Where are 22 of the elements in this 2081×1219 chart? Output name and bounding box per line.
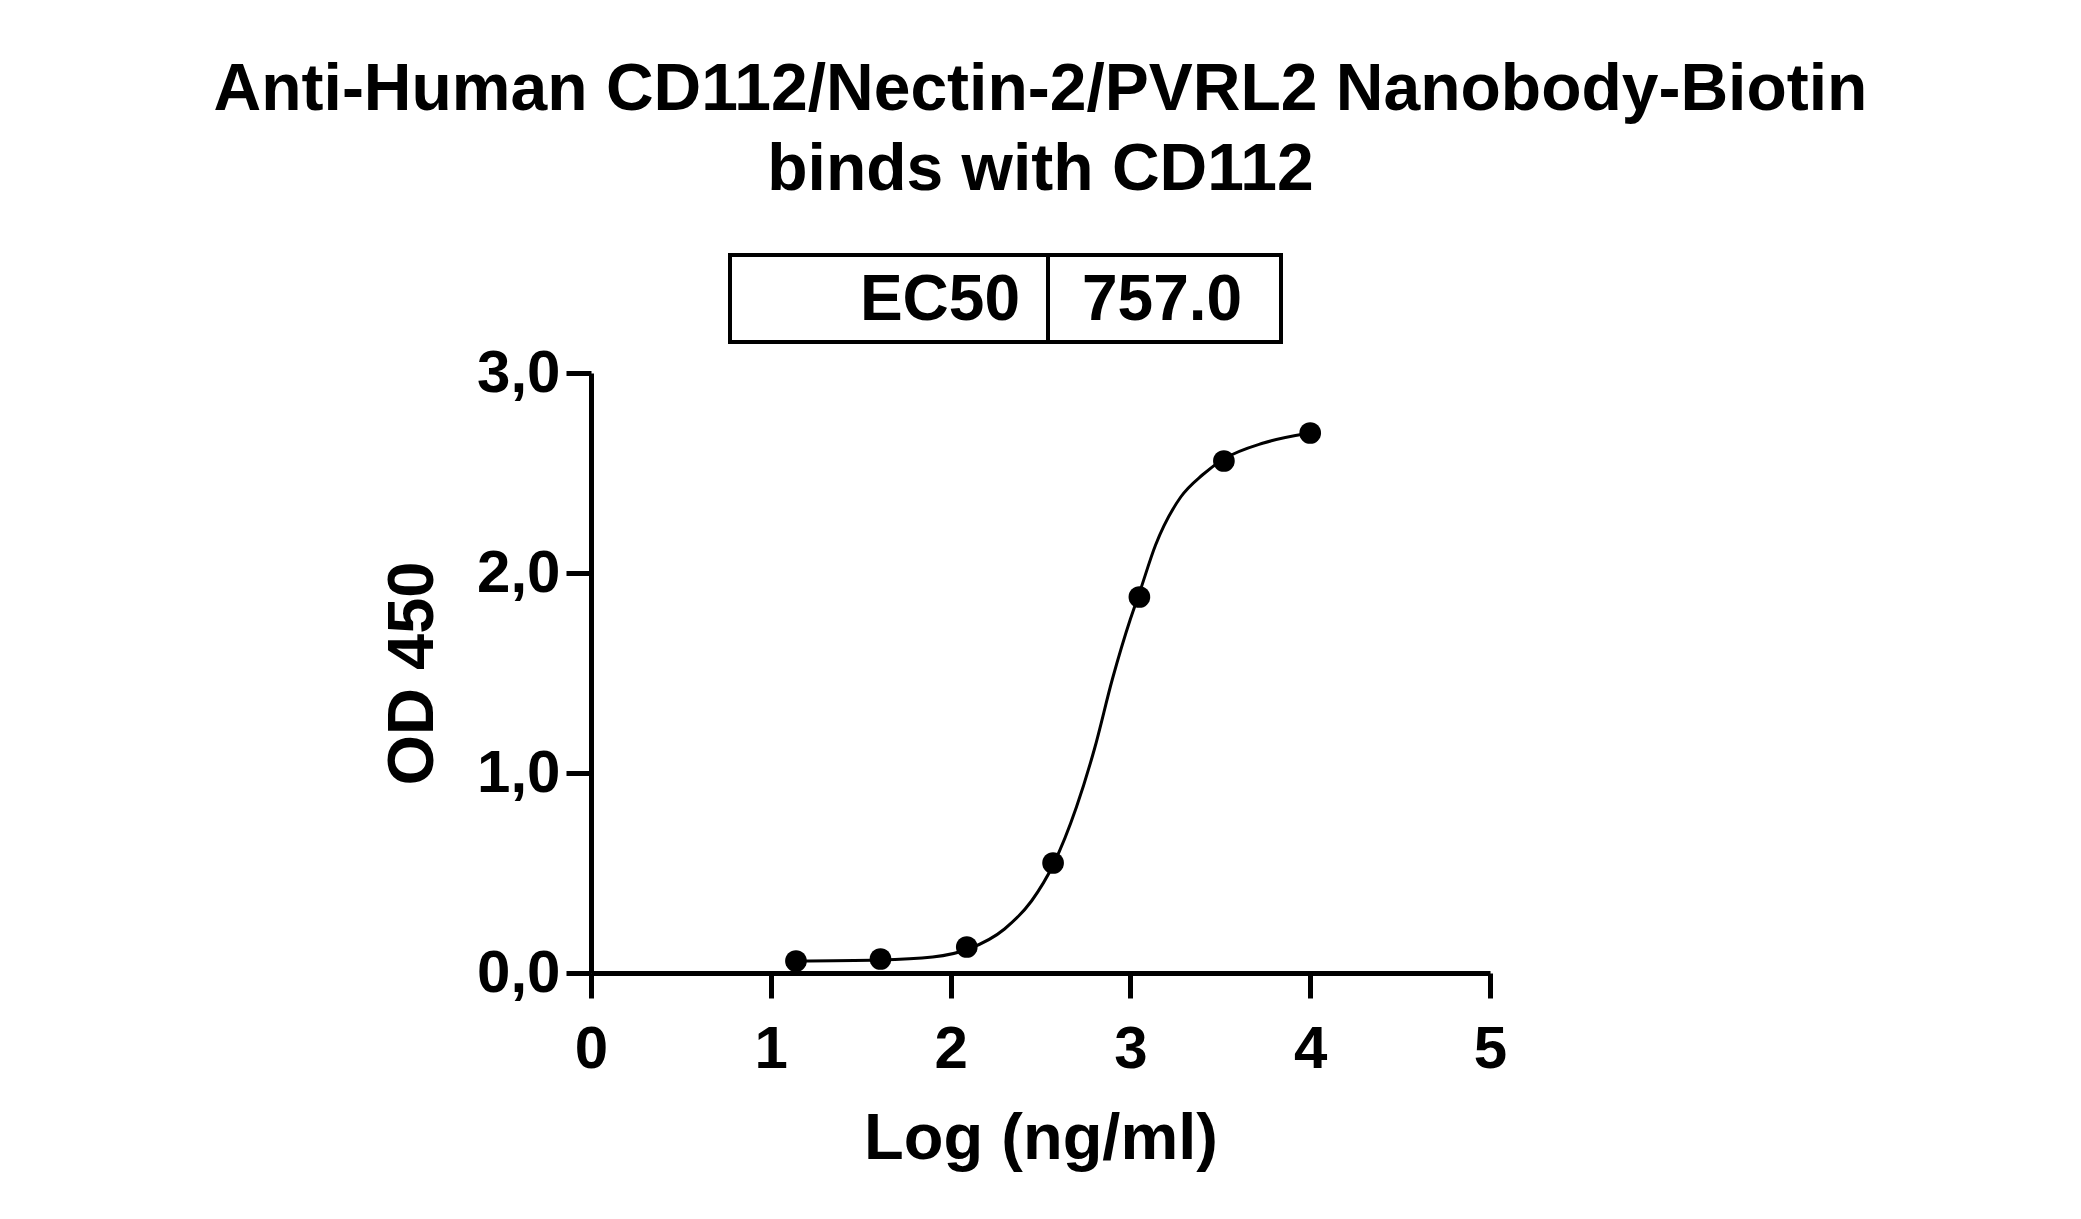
x-axis-title: Log (ng/ml)	[864, 1099, 1218, 1173]
y-tick-label: 2,0	[477, 537, 561, 605]
y-tick-label: 0,0	[477, 937, 561, 1005]
point	[1299, 422, 1322, 444]
x-tick-label: 0	[574, 1013, 609, 1081]
x-tick-label: 3	[1114, 1013, 1148, 1081]
x-tick-label: 5	[1473, 1013, 1508, 1081]
point	[1042, 852, 1064, 874]
y-tick-label: 3,0	[477, 337, 561, 405]
text: 757.0	[1082, 261, 1243, 334]
x-tick-label: 2	[934, 1013, 968, 1081]
chart-title: Anti-Human CD112/Nectin-2/PVRL2 Nanobody-Biotin binds with CD112	[213, 50, 1868, 204]
x-tick-label: 4	[1294, 1013, 1329, 1081]
point	[955, 936, 978, 958]
y-tick-label: 1,0	[477, 737, 561, 805]
point	[1213, 450, 1235, 472]
x-tick-label: 1	[754, 1013, 788, 1081]
point	[1128, 586, 1151, 608]
point	[785, 950, 807, 972]
y-axis-title: OD 450	[374, 561, 448, 786]
text: EC50	[859, 261, 1020, 334]
point	[869, 948, 892, 970]
